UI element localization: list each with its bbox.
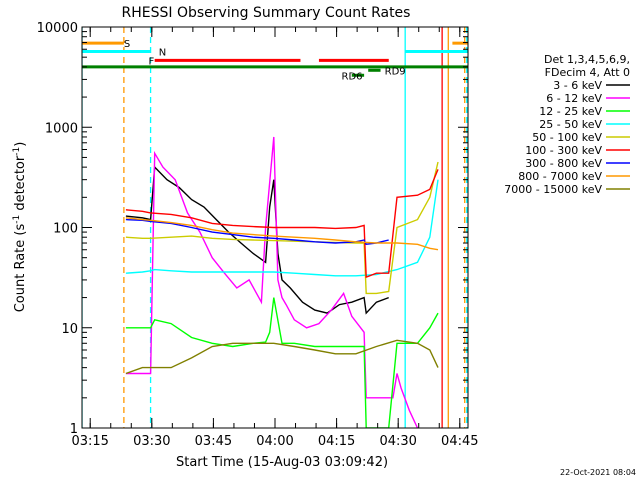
data-series <box>125 136 439 428</box>
x-axis: 03:15 03:30 03:45 04:00 04:15 04:30 04:45 <box>71 27 479 449</box>
series-6-12-kev <box>125 136 419 428</box>
legend-label-300-800-kev: 300 - 800 keV <box>525 157 602 170</box>
state-bar-label-n: N <box>159 47 166 58</box>
state-bar-label-s: S <box>124 39 130 50</box>
legend-label-7000-15000-kev: 7000 - 15000 keV <box>504 183 602 196</box>
legend-label-25-50-kev: 25 - 50 keV <box>539 118 602 131</box>
series-100-300-kev <box>125 169 439 279</box>
x-tick-label-5: 04:30 <box>379 434 416 449</box>
y-axis-label: Count Rate (s-1 detector-1) <box>12 142 28 313</box>
y-axis-label-sup2: -1 <box>12 147 22 156</box>
x-tick-label-1: 03:30 <box>133 434 170 449</box>
x-tick-label-4: 04:15 <box>318 434 355 449</box>
y-axis-label-sup: -1 <box>12 215 22 224</box>
x-tick-label-0: 03:15 <box>71 434 108 449</box>
y-axis-label-end: ) <box>13 142 28 147</box>
x-tick-label-6: 04:45 <box>441 434 478 449</box>
footer-date: 22-Oct-2021 08:04 <box>560 468 636 477</box>
y-axis-label-mid: detector <box>13 155 28 215</box>
y-tick-label-1: 10 <box>61 322 78 337</box>
x-tick-label-2: 03:45 <box>195 434 232 449</box>
series-12-25-kev <box>125 297 439 428</box>
chart-title: RHESSI Observing Summary Count Rates <box>122 5 411 21</box>
y-tick-label-3: 1000 <box>45 121 78 136</box>
state-bar-label-f: F <box>149 56 155 67</box>
state-bar-label-rd6: RD6 <box>342 71 363 82</box>
y-tick-label-4: 10000 <box>37 21 78 36</box>
state-bar-label-rd9: RD9 <box>385 66 406 77</box>
legend-header-1: FDecim 4, Att 0 <box>545 66 630 79</box>
legend-label-800-7000-kev: 800 - 7000 keV <box>518 170 602 183</box>
legend-label-3-6-kev: 3 - 6 keV <box>553 79 602 92</box>
legend-label-50-100-kev: 50 - 100 keV <box>532 131 602 144</box>
y-axis-label-main: Count Rate (s <box>13 224 28 313</box>
series-800-7000-kev <box>125 217 439 251</box>
legend-header-0: Det 1,3,4,5,6,9, <box>544 53 630 66</box>
x-tick-label-3: 04:00 <box>256 434 293 449</box>
instrument-state-bars: S NF RD9 RD6 <box>82 39 468 82</box>
series-7000-15000-kev <box>125 339 439 375</box>
y-tick-label-2: 100 <box>53 222 78 237</box>
series-300-800-kev <box>125 218 389 246</box>
x-axis-label: Start Time (15-Aug-03 03:09:42) <box>176 455 388 470</box>
y-tick-label-0: 1 <box>70 422 78 437</box>
legend-label-12-25-kev: 12 - 25 keV <box>539 105 602 118</box>
legend-label-6-12-kev: 6 - 12 keV <box>546 92 602 105</box>
y-axis: 1 10 100 1000 10000 <box>37 21 468 437</box>
series-25-50-kev <box>125 179 439 277</box>
legend: Det 1,3,4,5,6,9,FDecim 4, Att 03 - 6 keV… <box>504 53 630 196</box>
legend-label-100-300-kev: 100 - 300 keV <box>525 144 602 157</box>
